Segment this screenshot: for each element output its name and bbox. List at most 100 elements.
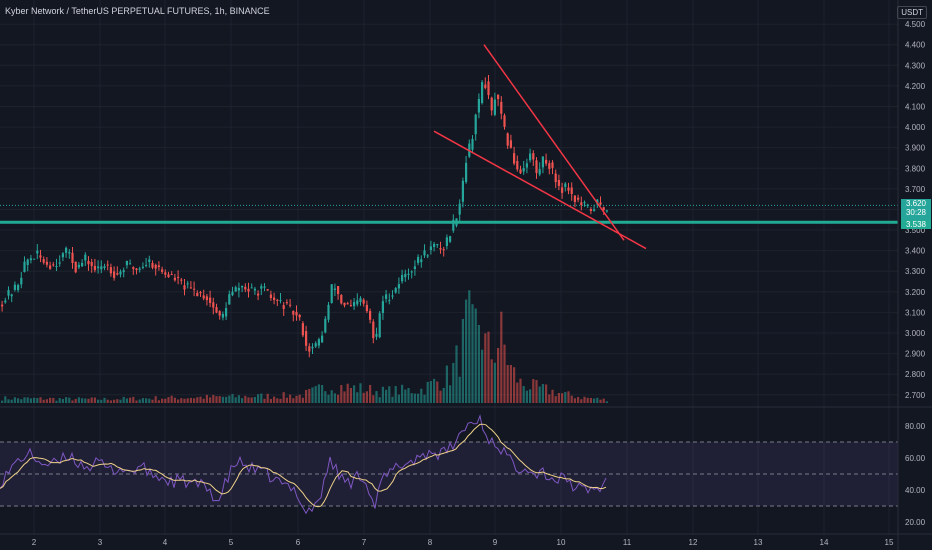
candle-body[interactable] [362,299,365,304]
candle-body[interactable] [583,202,586,204]
candle-body[interactable] [170,274,173,276]
candle-body[interactable] [474,114,477,135]
candle-body[interactable] [132,267,135,270]
candle-body[interactable] [420,259,423,263]
candle-body[interactable] [148,259,151,262]
candle-body[interactable] [154,264,157,269]
candle-body[interactable] [125,260,128,266]
candle-body[interactable] [548,163,551,169]
candle-body[interactable] [429,246,432,251]
candle-body[interactable] [71,252,74,263]
candle-body[interactable] [349,305,352,307]
candle-body[interactable] [337,286,340,295]
candle-body[interactable] [177,276,180,278]
candle-body[interactable] [500,101,503,114]
currency-badge[interactable]: USDT [897,6,927,19]
candle-body[interactable] [317,339,320,346]
candle-body[interactable] [541,156,544,168]
candle-body[interactable] [525,163,528,168]
candle-body[interactable] [353,301,356,307]
candle-body[interactable] [4,300,7,303]
candle-body[interactable] [589,209,592,212]
candle-body[interactable] [10,294,13,297]
candle-body[interactable] [263,286,266,288]
candle-body[interactable] [439,248,442,250]
candle-body[interactable] [538,169,541,175]
rsi-pane[interactable]: 80.00 60.00 40.00 20.00 [0,414,926,527]
candle-body[interactable] [100,266,103,270]
candle-body[interactable] [513,153,516,164]
candle-body[interactable] [301,323,304,336]
candle-body[interactable] [452,219,455,231]
candle-body[interactable] [52,264,55,266]
candle-body[interactable] [20,277,23,285]
candle-body[interactable] [391,295,394,297]
candle-body[interactable] [365,304,368,312]
candle-body[interactable] [97,266,100,269]
candle-body[interactable] [273,297,276,300]
candle-body[interactable] [173,277,176,281]
candle-body[interactable] [330,284,333,303]
candle-body[interactable] [7,290,10,296]
candle-body[interactable] [266,289,269,291]
candle-body[interactable] [58,262,61,264]
candle-body[interactable] [237,287,240,291]
candle-body[interactable] [241,285,244,288]
candle-body[interactable] [119,271,122,275]
candle-body[interactable] [193,288,196,290]
candle-body[interactable] [599,202,602,205]
candle-body[interactable] [231,291,234,296]
time-axis[interactable]: 2 3 4 5 6 7 8 9 10 11 12 13 14 15 [0,533,932,547]
candle-body[interactable] [292,310,295,315]
candle-body[interactable] [135,268,138,271]
candle-body[interactable] [465,162,468,183]
candle-body[interactable] [276,299,279,301]
candle-body[interactable] [417,256,420,263]
candle-body[interactable] [103,266,106,268]
candle-body[interactable] [186,283,189,285]
candle-body[interactable] [503,115,506,127]
candle-body[interactable] [109,267,112,274]
candle-body[interactable] [359,298,362,302]
candle-body[interactable] [385,294,388,299]
candle-body[interactable] [545,159,548,164]
candle-body[interactable] [180,279,183,281]
candle-body[interactable] [375,333,378,337]
candle-body[interactable] [209,297,212,303]
candle-body[interactable] [29,258,32,261]
candle-body[interactable] [461,180,464,202]
candle-body[interactable] [557,179,560,186]
candle-body[interactable] [106,264,109,266]
candle-body[interactable] [93,265,96,271]
candle-body[interactable] [324,318,327,333]
candle-body[interactable] [298,314,301,318]
candle-body[interactable] [449,236,452,242]
candle-body[interactable] [65,247,68,253]
candle-body[interactable] [535,160,538,173]
candle-body[interactable] [413,266,416,269]
candle-body[interactable] [561,187,564,193]
candle-body[interactable] [577,197,580,200]
candle-body[interactable] [397,284,400,289]
candle-body[interactable] [61,253,64,258]
candle-body[interactable] [516,161,519,170]
candle-body[interactable] [410,271,413,273]
candle-body[interactable] [295,311,298,316]
candle-body[interactable] [321,335,324,343]
candle-body[interactable] [407,273,410,275]
candle-body[interactable] [497,94,500,99]
rsi-line[interactable] [0,414,607,515]
candle-body[interactable] [586,204,589,206]
candle-body[interactable] [436,244,439,246]
candle-body[interactable] [333,288,336,290]
candle-body[interactable] [13,284,16,290]
candle-body[interactable] [490,97,493,111]
upper-trendline[interactable] [483,44,625,241]
candle-body[interactable] [458,203,461,215]
candle-body[interactable] [244,286,247,290]
candle-body[interactable] [183,285,186,290]
candle-body[interactable] [289,304,292,306]
candle-body[interactable] [551,162,554,168]
candle-body[interactable] [90,261,93,267]
